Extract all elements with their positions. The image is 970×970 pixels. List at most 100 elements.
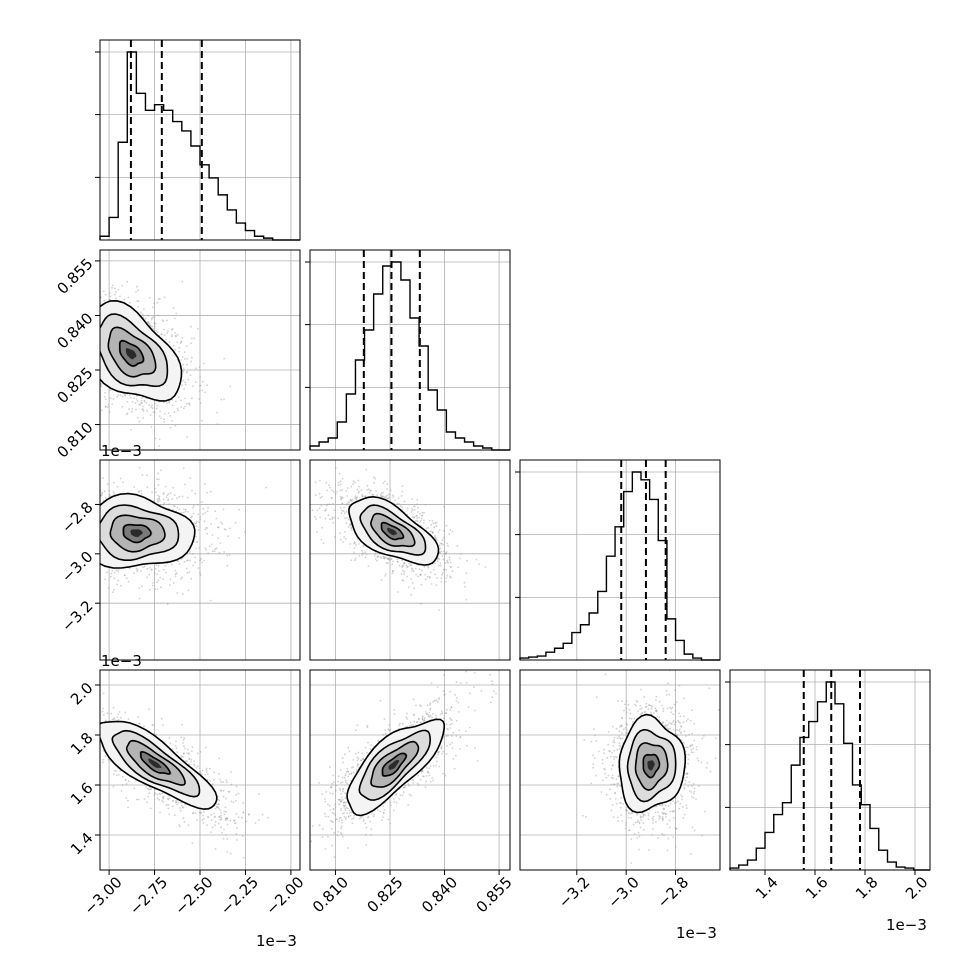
panel-1-4-point: [191, 812, 194, 815]
panel-2-3-point: [380, 495, 383, 498]
panel-1-3-point: [167, 493, 170, 495]
panel-2-3-point: [322, 542, 325, 544]
panel-2-3-point: [369, 489, 372, 492]
panel-2-3-point: [342, 510, 345, 513]
panel-1-3-point: [181, 593, 184, 596]
panel-2-3-point: [423, 566, 426, 568]
panel-1-3-point: [208, 545, 211, 548]
panel-2-3-point: [405, 564, 408, 567]
panel-1-3-point: [168, 503, 171, 506]
panel-1-4-point: [156, 797, 159, 800]
panel-1-4-point: [161, 724, 164, 727]
panel-1-2-point: [159, 298, 161, 300]
panel-1-2-point: [171, 404, 174, 407]
panel-2-3-point: [336, 490, 338, 493]
panel-2-3-point: [458, 557, 461, 560]
panel-2-3-point: [355, 497, 358, 499]
panel-1-3-point: [197, 513, 200, 516]
panel-2-3-point: [354, 559, 356, 562]
panel-2-3-point: [353, 497, 356, 500]
panel-1-3-point: [171, 498, 174, 500]
panel-2-3-point: [427, 526, 430, 529]
panel-1-4-point: [102, 761, 104, 764]
panel-2-3-point: [330, 496, 333, 499]
panel-1-4-point: [218, 772, 220, 775]
panel-1-3-point: [133, 486, 136, 488]
panel-1-2-point: [190, 325, 192, 328]
panel-1-2-point: [175, 335, 178, 338]
panel-1-2-point: [223, 398, 225, 401]
panel-1-4-point: [159, 793, 162, 796]
panel-1-2-point: [128, 394, 131, 397]
panel-1-2-point: [126, 401, 129, 403]
panel-2-3-point: [419, 519, 422, 522]
panel-1-4-point: [214, 807, 217, 810]
panel-1-3-point: [116, 583, 119, 586]
panel-1-2-point: [223, 357, 226, 360]
panel-2-3-point: [320, 504, 323, 507]
panel-1-2-point: [178, 350, 181, 353]
panel-1-3-point: [213, 550, 216, 553]
panel-2-3-point: [465, 598, 468, 601]
panel-1-2-point: [168, 400, 171, 403]
panel-1-2-point: [177, 396, 180, 398]
panel-2-3-point: [420, 583, 423, 586]
panel-2-3-contour-3: [370, 512, 416, 548]
panel-1-2-point: [166, 402, 168, 405]
panel-1-4-point: [226, 818, 229, 820]
panel-1-4-point: [202, 822, 205, 824]
panel-1-2-point: [100, 382, 103, 385]
panel-2-3-point: [321, 526, 324, 529]
panel-1-3-point: [200, 557, 203, 560]
panel-1-3-point: [157, 499, 160, 502]
panel-1-3-point: [141, 474, 144, 476]
hist-1-step: [99, 51, 300, 241]
panel-1-4-point: [148, 792, 151, 794]
panel-1-2-point: [131, 401, 134, 403]
panel-1-4-point: [248, 813, 251, 816]
panel-1-3-point: [162, 493, 165, 496]
panel-2-3-point: [401, 506, 404, 509]
panel-1-3-point: [101, 491, 103, 494]
panel-1-2-contour-3: [107, 326, 157, 378]
panel-1-2-point: [158, 415, 161, 418]
panel-1-4-point: [206, 773, 209, 775]
panel-1-3-point: [198, 521, 201, 524]
panel-2-3-point: [349, 543, 352, 545]
panel-2-3-point: [350, 527, 353, 529]
panel-1-2-point: [156, 331, 159, 334]
panel-1-3-point: [238, 508, 241, 511]
panel-1-2-point: [185, 371, 188, 374]
panel-1-4-point: [220, 818, 223, 821]
panel-1-4-point: [137, 798, 140, 801]
panel-2-3-point: [447, 545, 449, 547]
panel-1-3-point: [175, 572, 178, 575]
panel-1-2-point: [203, 362, 205, 365]
panel-1-4-point: [199, 770, 201, 773]
panel-1-3-point: [176, 560, 179, 563]
panel-2-3-point: [449, 575, 451, 578]
panel-1-3-point: [117, 568, 120, 571]
panel-1-4-point: [247, 813, 250, 816]
panel-2-3-point: [386, 497, 389, 500]
panel-2-3-point: [314, 494, 317, 497]
panel-1-4-point: [173, 814, 176, 816]
panel-1-4-point: [226, 817, 229, 819]
panel-1-4-point: [127, 718, 130, 720]
panel-1-4-point: [223, 813, 226, 816]
panel-2-3-point: [373, 555, 376, 557]
panel-2-3-point: [337, 484, 340, 486]
panel-1-4-point: [181, 806, 184, 809]
panel-1-3-point: [169, 578, 172, 580]
panel-1-2-point: [154, 437, 157, 440]
panel-2-3-point: [403, 500, 406, 503]
panel-2-3-point: [349, 524, 352, 526]
panel-1-3-point: [186, 571, 189, 574]
panel-1-4-point: [235, 813, 238, 815]
panel-1-3-point: [151, 584, 154, 587]
panel-1-4-point: [187, 824, 190, 827]
panel-2-3-point: [445, 577, 447, 579]
panel-2-3-point: [387, 558, 389, 561]
panel-2-3-point: [355, 496, 357, 499]
panel-2-3-point: [324, 517, 327, 520]
